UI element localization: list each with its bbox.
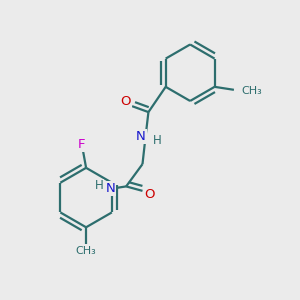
Text: O: O <box>144 188 154 201</box>
Text: H: H <box>95 179 104 192</box>
Text: N: N <box>106 182 115 195</box>
Text: O: O <box>120 95 131 108</box>
Text: N: N <box>136 130 146 143</box>
Text: H: H <box>152 134 161 147</box>
Text: CH₃: CH₃ <box>241 86 262 96</box>
Text: CH₃: CH₃ <box>76 246 97 256</box>
Text: F: F <box>78 138 85 152</box>
